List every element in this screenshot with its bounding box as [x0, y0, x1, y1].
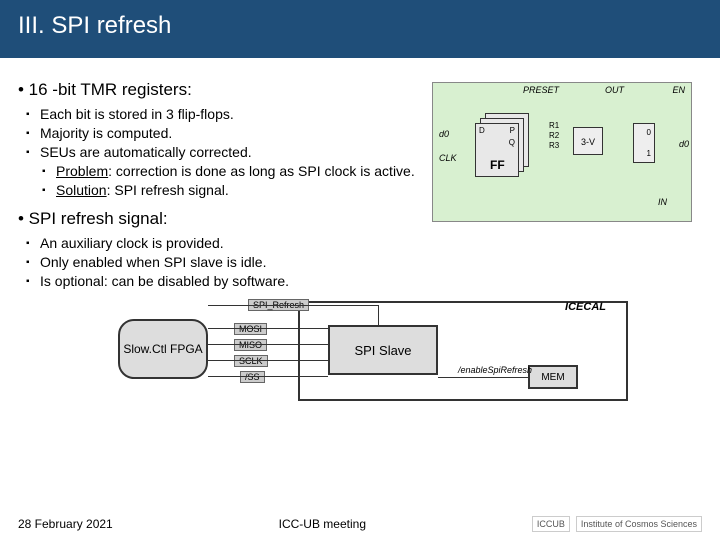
- ff-q: Q: [509, 138, 515, 147]
- ics-logo: Institute of Cosmos Sciences: [576, 516, 702, 532]
- bullet-item: Only enabled when SPI slave is idle.: [26, 254, 702, 270]
- sub-item: Solution: SPI refresh signal.: [42, 182, 442, 198]
- out-label: OUT: [605, 85, 624, 95]
- bullet-item: SEUs are automatically corrected.: [26, 144, 442, 160]
- block-diagram: ICECAL Slow.Ctl FPGA SPI Slave MEM SPI_R…: [18, 295, 702, 415]
- bullet-item: Is optional: can be disabled by software…: [26, 273, 702, 289]
- icecal-label: ICECAL: [565, 301, 606, 313]
- r1-label: R1: [549, 121, 559, 130]
- flipflop: D P Q FF: [475, 123, 519, 177]
- sub-item: Problem: correction is done as long as S…: [42, 163, 442, 179]
- section2-bullets: An auxiliary clock is provided. Only ena…: [26, 235, 702, 289]
- r3-label: R3: [549, 141, 559, 150]
- clk-label: CLK: [439, 153, 457, 163]
- section1-bullets: Each bit is stored in 3 flip-flops. Majo…: [26, 106, 442, 160]
- mosi-signal: MOSI: [234, 323, 267, 335]
- slide-content: • 16 -bit TMR registers: Each bit is sto…: [0, 58, 720, 415]
- problem-text: : correction is done as long as SPI cloc…: [108, 163, 415, 179]
- section1-sub: Problem: correction is done as long as S…: [42, 163, 442, 198]
- preset-label: PRESET: [523, 85, 559, 95]
- iccub-logo: ICCUB: [532, 516, 570, 532]
- in-label: IN: [658, 197, 667, 207]
- mux-1: 1: [647, 149, 651, 158]
- fpga-box: Slow.Ctl FPGA: [118, 319, 208, 379]
- solution-label: Solution: [56, 182, 107, 198]
- footer-logos: ICCUB Institute of Cosmos Sciences: [532, 516, 702, 532]
- enable-signal: /enableSpiRefresh: [458, 365, 532, 375]
- ff-label: FF: [490, 158, 505, 172]
- bullet-item: Each bit is stored in 3 flip-flops.: [26, 106, 442, 122]
- header-title: III. SPI refresh: [18, 12, 702, 40]
- mem-box: MEM: [528, 365, 578, 389]
- mux-0: 0: [647, 128, 651, 137]
- ss-signal: /SS: [240, 371, 265, 383]
- ff-d: D: [479, 126, 485, 135]
- d0-right-label: d0: [679, 139, 689, 149]
- circuit-diagram: PRESET OUT EN IN d0 CLK d0 D P Q FF: [432, 82, 692, 222]
- ff-p: P: [510, 126, 515, 135]
- r2-label: R2: [549, 131, 559, 140]
- footer-date: 28 February 2021: [18, 517, 113, 531]
- solution-text: : SPI refresh signal.: [107, 182, 229, 198]
- slide-header: III. SPI refresh: [0, 0, 720, 58]
- mux-block: 0 1: [633, 123, 655, 163]
- bullet-item: An auxiliary clock is provided.: [26, 235, 702, 251]
- d0-left-label: d0: [439, 129, 449, 139]
- en-label: EN: [672, 85, 685, 95]
- slide-footer: 28 February 2021 ICC-UB meeting ICCUB In…: [0, 516, 720, 532]
- sclk-signal: SCLK: [234, 355, 268, 367]
- voter-block: 3-V: [573, 127, 603, 155]
- bullet-item: Majority is computed.: [26, 125, 442, 141]
- problem-label: Problem: [56, 163, 108, 179]
- footer-meeting: ICC-UB meeting: [279, 517, 366, 531]
- miso-signal: MISO: [234, 339, 267, 351]
- spi-slave-box: SPI Slave: [328, 325, 438, 375]
- section1-title: • 16 -bit TMR registers:: [18, 80, 442, 100]
